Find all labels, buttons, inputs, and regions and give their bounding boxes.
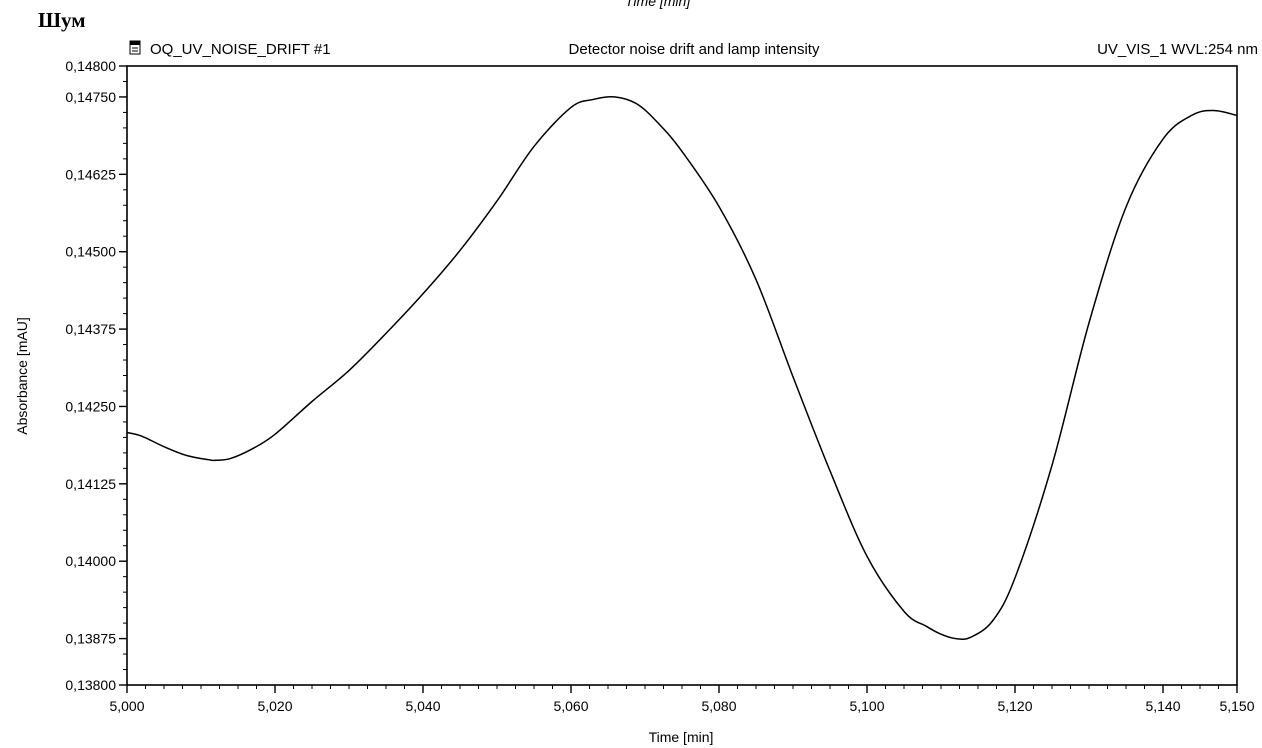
- x-tick-label: 5,000: [109, 698, 144, 714]
- header-right: UV_VIS_1 WVL:254 nm: [1097, 41, 1258, 58]
- header-left: OQ_UV_NOISE_DRIFT #1: [150, 41, 331, 58]
- top-cut-caption: Time [min]: [625, 0, 691, 9]
- y-tick-label: 0,14500: [65, 244, 116, 260]
- x-tick-label: 5,120: [997, 698, 1032, 714]
- y-tick-label: 0,13875: [65, 631, 116, 647]
- x-tick-label: 5,100: [849, 698, 884, 714]
- x-tick-label: 5,060: [553, 698, 588, 714]
- series-line: [126, 95, 1238, 641]
- y-tick-label: 0,13800: [65, 677, 116, 693]
- y-tick-label: 0,14800: [65, 58, 116, 74]
- x-tick-label: 5,040: [405, 698, 440, 714]
- x-tick-label: 5,020: [257, 698, 292, 714]
- plot-frame: [126, 65, 1238, 686]
- y-tick-label: 0,14000: [65, 553, 116, 569]
- header-center: Detector noise drift and lamp intensity: [569, 41, 820, 58]
- y-tick-label: 0,14375: [65, 321, 116, 337]
- y-axis: 0,13800 0,13875 0,14000 0,14125 0,14250 0,143…: [65, 58, 127, 693]
- y-tick-label: 0,14625: [65, 166, 116, 182]
- x-tick-label: 5,140: [1145, 698, 1180, 714]
- x-axis: 5,000 5,020 5,040 5,060 5,080 5,100 5,120 5,140…: [109, 685, 1255, 714]
- chart-icon: [129, 40, 141, 55]
- series-group: [126, 95, 1238, 641]
- y-tick-label: 0,14250: [65, 398, 116, 414]
- x-tick-label: 5,080: [701, 698, 736, 714]
- y-axis-label: Absorbance [mAU]: [14, 317, 30, 435]
- y-tick-label: 0,14750: [65, 89, 116, 105]
- page-heading: Шум: [38, 8, 86, 32]
- x-tick-label: 5,150: [1219, 698, 1254, 714]
- y-tick-label: 0,14125: [65, 476, 116, 492]
- x-axis-label: Time [min]: [649, 729, 714, 745]
